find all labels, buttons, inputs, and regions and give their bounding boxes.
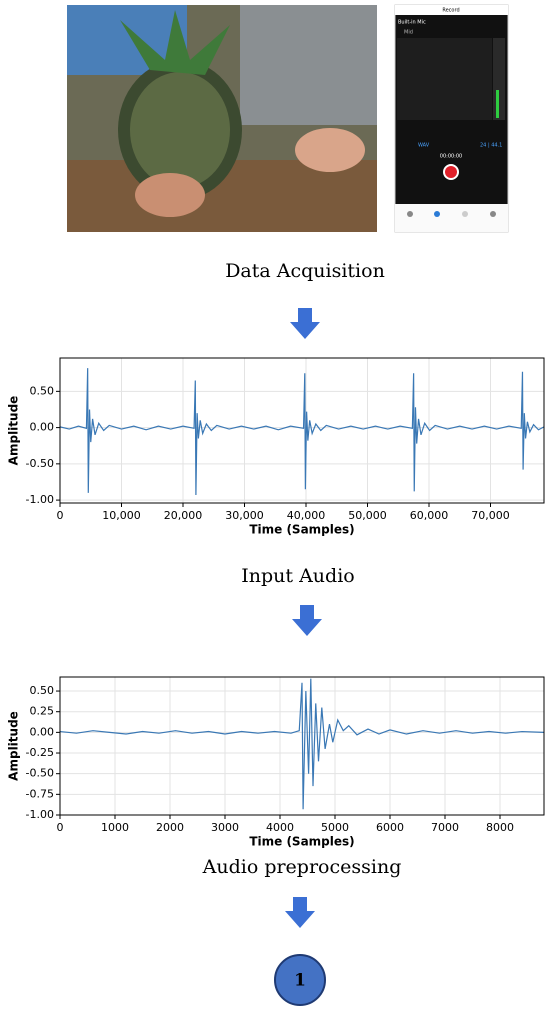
x-tick-label: 1000 [101, 821, 129, 834]
arrow [292, 605, 322, 636]
x-tick-label: 20,000 [164, 509, 203, 522]
stage-label: Input Audio [241, 565, 354, 587]
phone-rate: 24 | 44.1 [480, 143, 502, 149]
y-tick-label: -0.75 [26, 787, 54, 800]
x-tick-label: 3000 [211, 821, 239, 834]
arrow [285, 897, 315, 928]
phone-timer: 00:00:00 [440, 154, 462, 160]
x-tick-label: 30,000 [225, 509, 264, 522]
phone-format: WAV [418, 143, 430, 149]
phone-input: Built-in Mic [398, 20, 426, 26]
x-tick-label: 0 [57, 509, 64, 522]
pineapple-photo [67, 5, 377, 232]
plot-frame [59, 357, 545, 504]
x-tick-label: 60,000 [410, 509, 449, 522]
y-tick-label: -1.00 [26, 493, 54, 506]
x-axis-label: Time (Samples) [249, 835, 354, 849]
y-tick-label: 0.50 [30, 684, 55, 697]
x-tick-label: 7000 [431, 821, 459, 834]
y-axis-label: Amplitude [7, 711, 21, 781]
x-tick-label: 0 [57, 821, 64, 834]
x-tick-label: 10,000 [102, 509, 141, 522]
y-axis-label: Amplitude [7, 396, 21, 466]
x-tick-label: 50,000 [348, 509, 387, 522]
x-tick-label: 2000 [156, 821, 184, 834]
x-tick-label: 40,000 [287, 509, 326, 522]
phone-title: Record [442, 8, 459, 14]
phone-channel: Mid [404, 30, 413, 36]
y-tick-label: 0.50 [30, 384, 55, 397]
y-tick-label: -0.50 [26, 457, 54, 470]
x-tick-label: 4000 [266, 821, 294, 834]
stage-label: Audio preprocessing [202, 856, 402, 878]
waveform [59, 368, 545, 496]
y-tick-label: 0.00 [30, 725, 55, 738]
y-tick-label: 0.00 [30, 421, 55, 434]
arrow [290, 308, 320, 339]
y-tick-label: -0.50 [26, 767, 54, 780]
waveform [59, 678, 545, 810]
x-axis-label: Time (Samples) [249, 523, 354, 537]
plot-frame [59, 676, 545, 816]
phone-screenshot: Record Built-in Mic Mid WAV 24 | 44.1 00… [394, 4, 509, 233]
x-tick-label: 8000 [486, 821, 514, 834]
y-tick-label: -1.00 [26, 808, 54, 821]
y-tick-label: -0.25 [26, 746, 54, 759]
step-number: 1 [294, 971, 306, 991]
step-circle [274, 954, 326, 1006]
x-tick-label: 5000 [321, 821, 349, 834]
x-tick-label: 70,000 [471, 509, 510, 522]
x-tick-label: 6000 [376, 821, 404, 834]
y-tick-label: 0.25 [30, 705, 55, 718]
stage-label: Data Acquisition [225, 260, 385, 282]
